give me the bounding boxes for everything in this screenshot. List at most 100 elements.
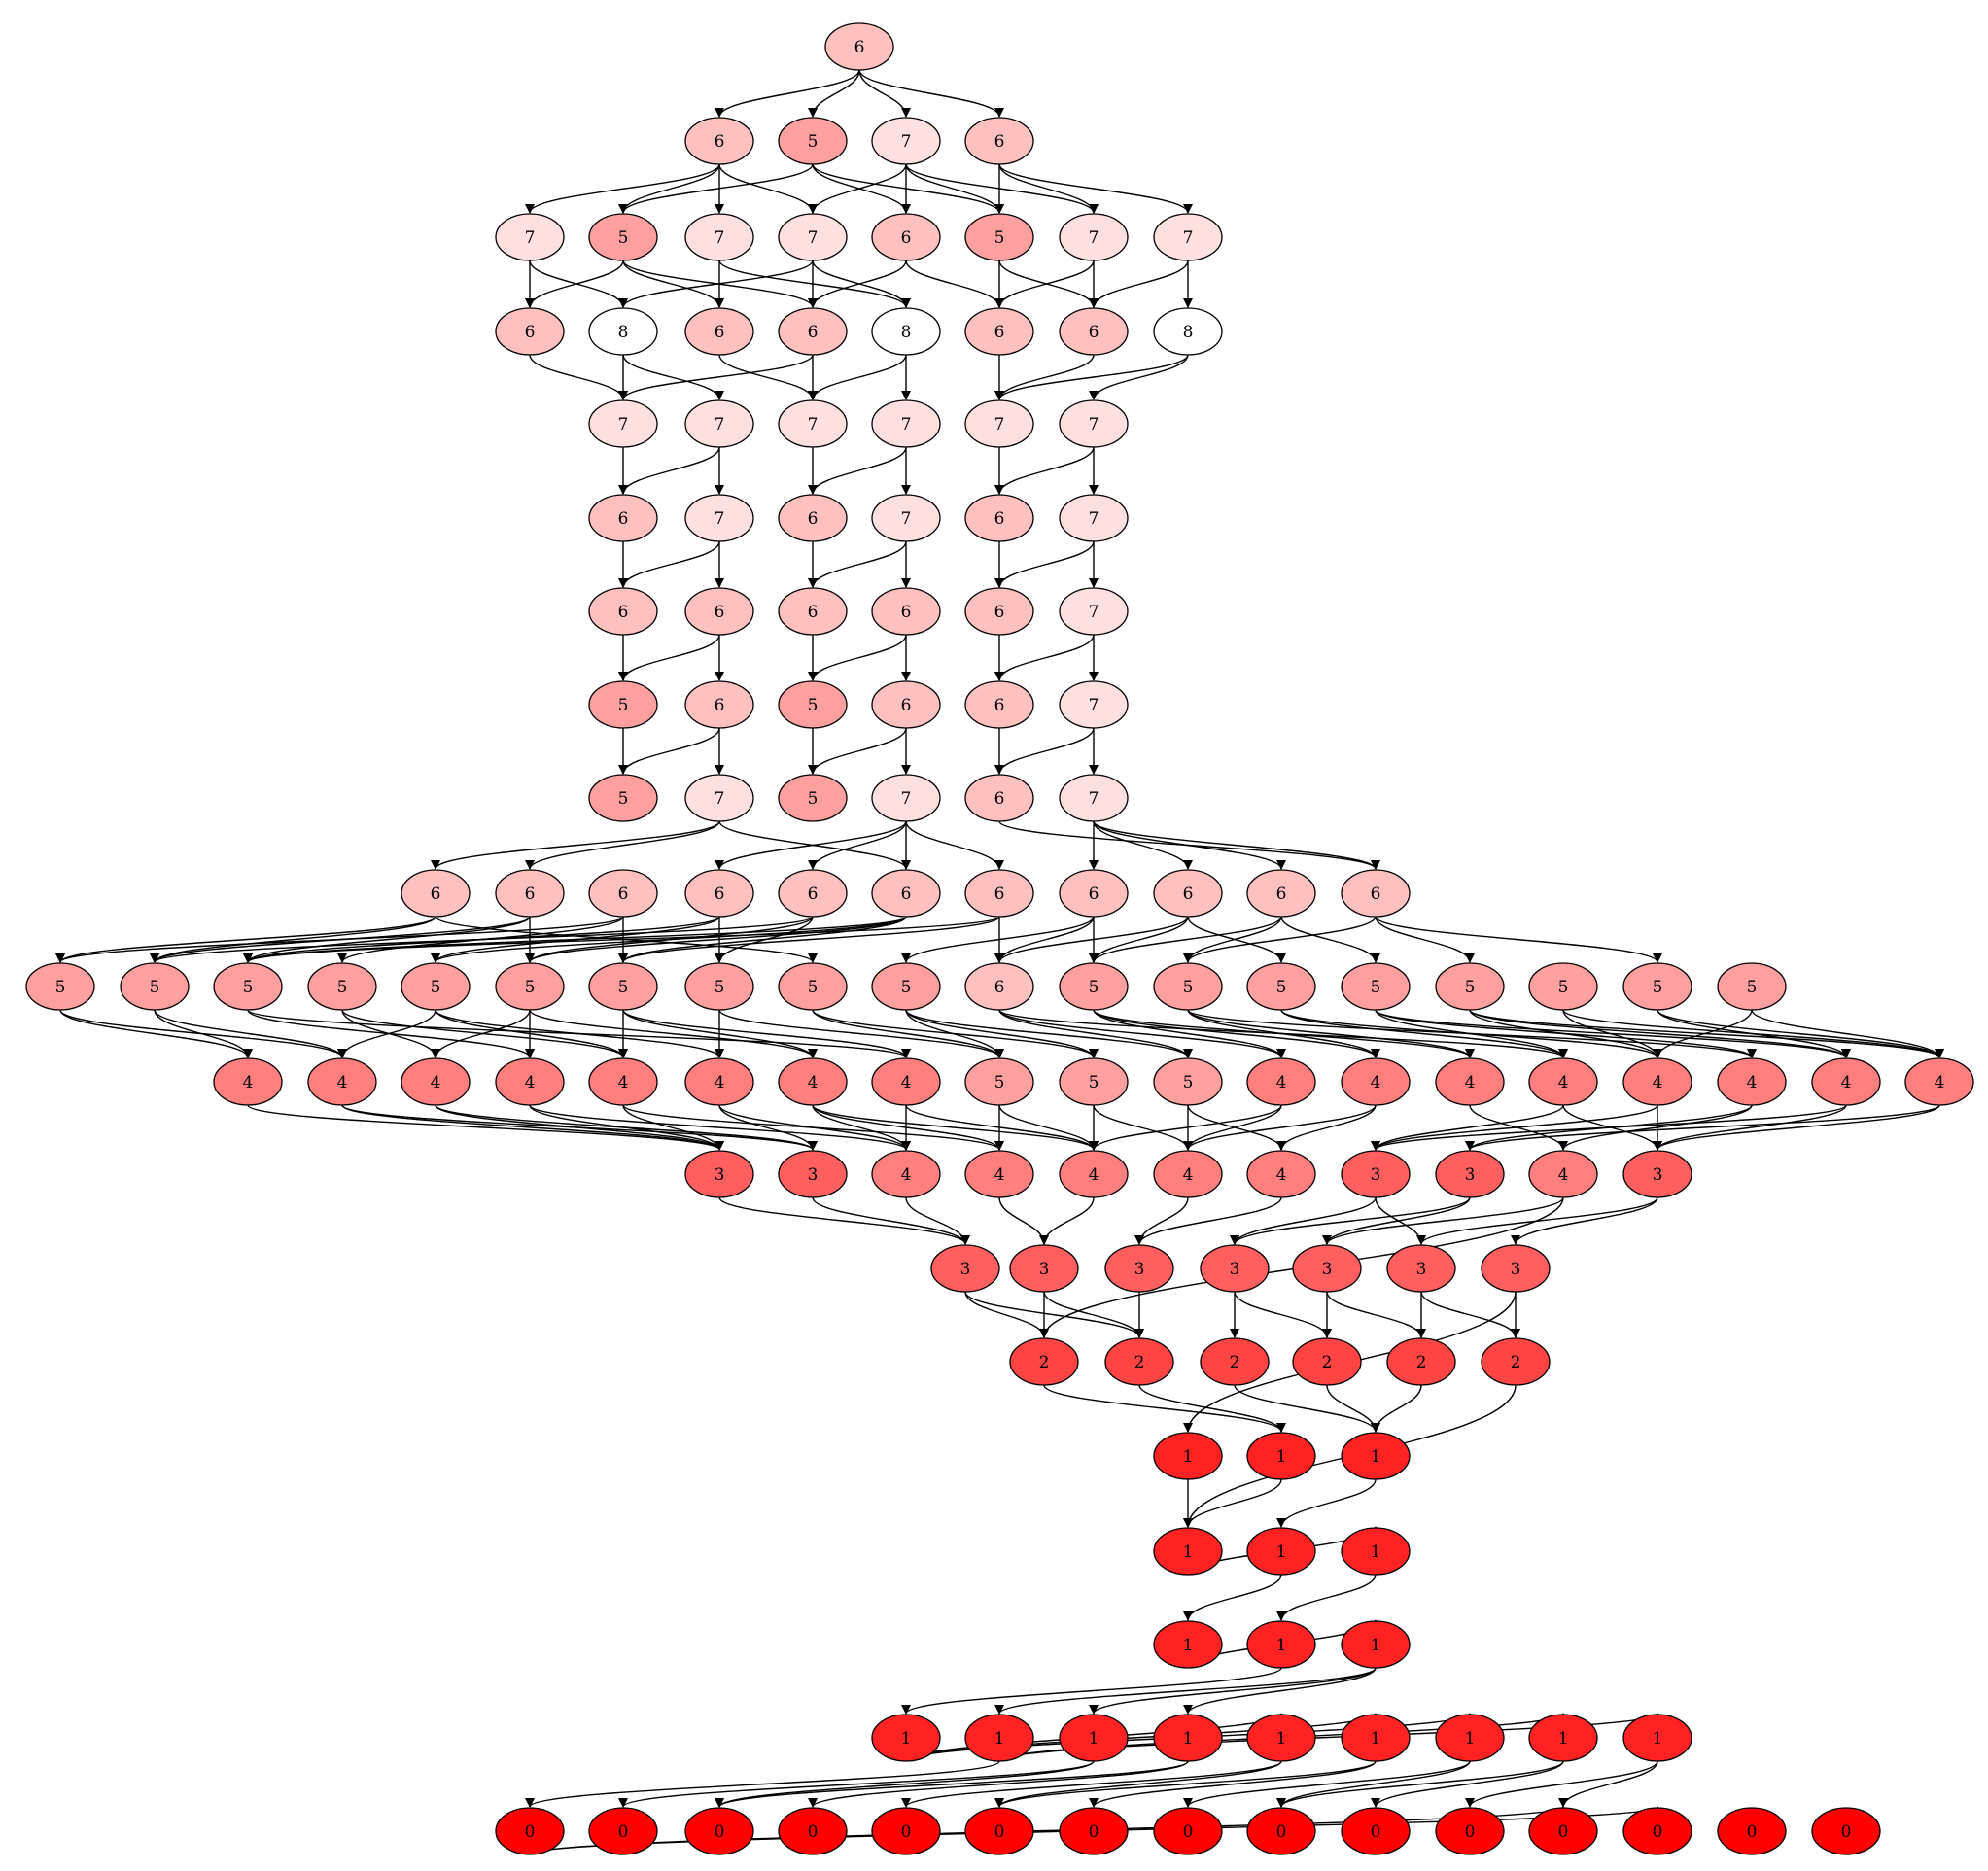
node-ellipse [1009, 1244, 1079, 1293]
graph-node: 1 [871, 1714, 941, 1762]
graph-node: 5 [1528, 962, 1598, 1011]
graph-node: 5 [1341, 962, 1411, 1011]
graph-node: 6 [964, 587, 1034, 636]
node-ellipse [684, 962, 754, 1011]
graph-edge [1276, 1104, 1377, 1151]
graph-nodes: 6 6 5 7 6 7 5 7 7 6 5 7 7 6 8 6 6 8 6 6 8 7 7 7 7 7 7 6 7 6 7 6 7 6 6 6 6 6 7 5… [25, 22, 1974, 1855]
node-label: 0 [1276, 1822, 1287, 1842]
node-ellipse [401, 869, 471, 918]
node-ellipse [588, 962, 658, 1011]
edge-arrow [618, 916, 907, 963]
edge-arrow [808, 540, 907, 588]
graph-node: 1 [1528, 1714, 1598, 1762]
node-ellipse [684, 117, 754, 165]
edge-arrow [1089, 354, 1189, 400]
node-label: 6 [715, 696, 725, 715]
node-label: 6 [808, 323, 819, 342]
node-label: 2 [1230, 1353, 1240, 1372]
graph-node: 0 [588, 1807, 658, 1855]
graph-edge [1093, 820, 1286, 870]
graph-edge [808, 727, 907, 775]
edge-arrow [1280, 916, 1380, 963]
node-ellipse [1528, 1057, 1598, 1106]
node-label: 8 [618, 323, 629, 342]
node-ellipse [1622, 1714, 1692, 1762]
graph-edge [341, 1104, 724, 1151]
node-label: 0 [1183, 1822, 1194, 1842]
node-label: 7 [994, 415, 1005, 434]
node-ellipse [1435, 962, 1505, 1011]
graph-node: 5 [964, 1057, 1034, 1106]
graph-node: 6 [964, 307, 1034, 356]
node-label: 6 [994, 884, 1005, 904]
graph-edge [618, 1760, 1095, 1808]
node-ellipse [1153, 1432, 1223, 1480]
edge-arrow [998, 163, 1193, 214]
graph-node: 1 [1246, 1527, 1316, 1576]
node-ellipse [1528, 962, 1598, 1011]
graph-node: 7 [684, 399, 754, 448]
graph-edge [1371, 1104, 1847, 1151]
node-ellipse [1059, 1150, 1129, 1198]
graph-edge [905, 1009, 1193, 1058]
edge-arrow [55, 916, 436, 963]
node-label: 5 [808, 789, 819, 809]
node-ellipse [964, 962, 1034, 1011]
node-label: 6 [854, 38, 865, 57]
graph-node: 6 [778, 869, 848, 918]
node-label: 5 [808, 132, 819, 152]
graph-node: 6 [684, 117, 754, 165]
graph-edge [1183, 1667, 1377, 1715]
graph-node: 5 [871, 962, 941, 1011]
graph-edge [154, 1009, 253, 1058]
node-ellipse [1153, 213, 1223, 261]
graph-edge [1276, 1478, 1377, 1528]
graph-edge [1134, 1196, 1189, 1245]
edge-arrow [808, 727, 907, 775]
node-ellipse [1153, 1057, 1223, 1106]
graph-edge [1234, 1291, 1332, 1338]
edge-arrow [1375, 1009, 1568, 1058]
node-label: 1 [1465, 1729, 1476, 1749]
graph-edge [718, 1104, 818, 1151]
node-label: 4 [715, 1073, 725, 1092]
node-label: 6 [1089, 884, 1099, 904]
graph-edge [1093, 1009, 1380, 1058]
edge-arrow [1326, 1384, 1380, 1433]
node-label: 7 [618, 415, 629, 434]
graph-edge [715, 1760, 1189, 1808]
node-ellipse [588, 307, 658, 356]
graph-node: 7 [1059, 494, 1129, 542]
edge-arrow [1371, 1104, 1658, 1151]
graph-edge [1469, 1009, 1851, 1058]
graph-edge [715, 820, 907, 870]
node-label: 2 [1416, 1353, 1427, 1372]
node-ellipse [684, 1057, 754, 1106]
edge-arrow [622, 1009, 818, 1058]
edge-arrow [812, 1196, 970, 1245]
node-label: 5 [808, 696, 819, 715]
node-ellipse [588, 774, 658, 822]
node-ellipse [213, 1057, 283, 1106]
graph-node: 6 [778, 307, 848, 356]
node-ellipse [964, 1714, 1034, 1762]
edge-arrow [150, 916, 814, 963]
node-label: 4 [1558, 1073, 1569, 1092]
node-label: 1 [1276, 1447, 1287, 1467]
node-label: 1 [1276, 1636, 1287, 1655]
node-label: 1 [1371, 1447, 1381, 1467]
edge-arrow [1558, 1760, 1658, 1808]
edge-arrow [622, 260, 724, 308]
node-label: 6 [618, 509, 629, 529]
graph-node: 6 [588, 494, 658, 542]
node-label: 7 [1089, 509, 1099, 529]
node-label: 3 [1511, 1260, 1521, 1279]
node-ellipse [1153, 1714, 1223, 1762]
graph-edge [994, 446, 1095, 495]
edge-arrow [994, 1760, 1377, 1808]
edge-arrow [1657, 1009, 1851, 1058]
node-ellipse [684, 774, 754, 822]
node-label: 5 [1558, 978, 1569, 997]
node-ellipse [684, 1807, 754, 1855]
node-label: 0 [808, 1822, 819, 1842]
